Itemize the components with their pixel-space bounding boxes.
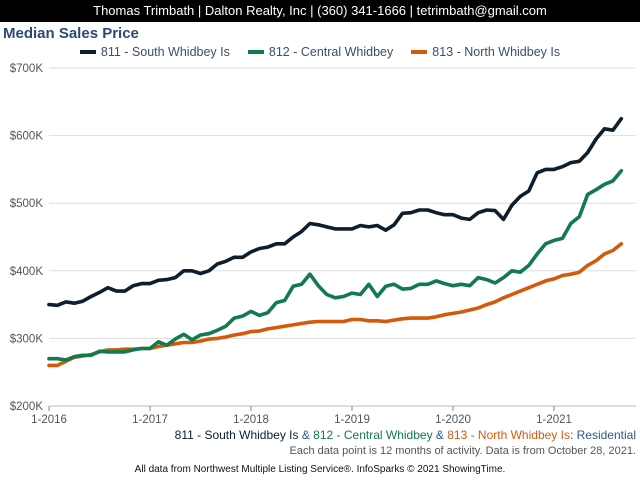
legend-swatch-812 bbox=[247, 50, 264, 54]
series-line-813 bbox=[47, 242, 624, 368]
chart-plot-area: $200K $300K $400K $500K $600K $700K 1-2016 1-20… bbox=[10, 63, 636, 426]
chart-title: Median Sales Price bbox=[3, 25, 139, 42]
legend-label-812: 812 - Central Whidbey bbox=[268, 45, 394, 59]
x-tick-label: 1-2018 bbox=[233, 414, 269, 426]
chart-note: Each data point is 12 months of activity… bbox=[289, 445, 636, 457]
footer-attribution: All data from Northwest Multiple Listing… bbox=[134, 464, 506, 475]
y-tick-label: $600K bbox=[10, 131, 44, 143]
subtitle-residential: Residential bbox=[576, 428, 636, 442]
chart-subtitle: 811 - South Whidbey Is & 812 - Central W… bbox=[175, 428, 636, 442]
x-tick-label: 1-2020 bbox=[435, 414, 471, 426]
subtitle-amp-1: & bbox=[298, 428, 314, 442]
legend-item-813[interactable]: 813 - North Whidbey Is bbox=[411, 45, 560, 59]
series-line-812 bbox=[47, 169, 624, 362]
x-tick-label: 1-2017 bbox=[132, 414, 168, 426]
subtitle-amp-2: & bbox=[432, 428, 448, 442]
header-contact-text: Thomas Trimbath | Dalton Realty, Inc | (… bbox=[93, 3, 547, 18]
y-tick-label: $400K bbox=[10, 266, 44, 278]
subtitle-colon: : bbox=[569, 428, 577, 442]
subtitle-813: 813 - North Whidbey Is bbox=[447, 428, 570, 442]
y-tick-label: $300K bbox=[10, 333, 44, 345]
y-tick-label: $200K bbox=[10, 401, 44, 413]
legend-item-811[interactable]: 811 - South Whidbey Is bbox=[79, 45, 230, 59]
legend-swatch-813 bbox=[411, 50, 428, 54]
subtitle-812: 812 - Central Whidbey bbox=[313, 428, 433, 442]
x-tick-label: 1-2016 bbox=[31, 414, 67, 426]
chart-legend: 811 - South Whidbey Is 812 - Central Whi… bbox=[0, 45, 640, 59]
legend-label-813: 813 - North Whidbey Is bbox=[432, 45, 561, 59]
y-tick-label: $500K bbox=[10, 198, 44, 210]
legend-swatch-811 bbox=[79, 50, 96, 54]
header-contact-bar: Thomas Trimbath | Dalton Realty, Inc | (… bbox=[0, 0, 640, 22]
legend-label-811: 811 - South Whidbey Is bbox=[100, 45, 230, 59]
legend-item-812[interactable]: 812 - Central Whidbey bbox=[247, 45, 394, 59]
y-tick-label: $700K bbox=[10, 63, 44, 75]
subtitle-811: 811 - South Whidbey Is bbox=[174, 428, 299, 442]
series-line-811 bbox=[47, 116, 624, 308]
x-tick-label: 1-2021 bbox=[536, 414, 572, 426]
x-tick-label: 1-2019 bbox=[334, 414, 370, 426]
